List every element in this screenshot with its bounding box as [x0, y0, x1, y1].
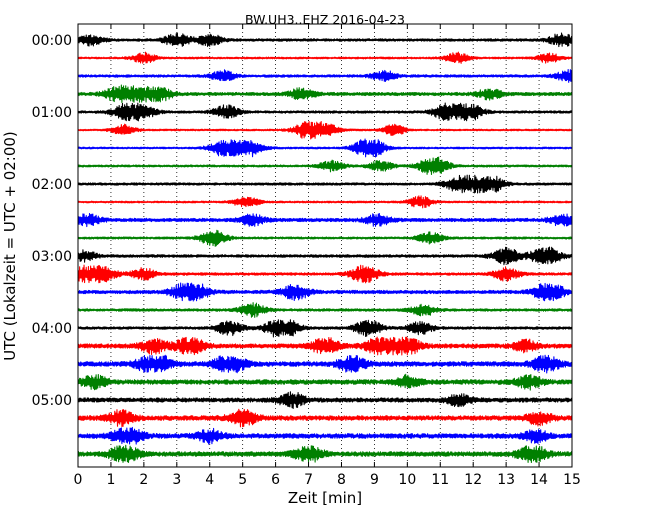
x-tick-label: 14: [530, 472, 548, 488]
trace-0000: [77, 32, 573, 48]
trace-0300: [77, 246, 573, 266]
x-axis-label: Zeit [min]: [288, 489, 362, 507]
x-tick-label: 0: [74, 472, 83, 488]
trace-0500: [77, 391, 573, 410]
trace-0045: [77, 84, 573, 104]
trace-0415: [77, 336, 573, 356]
x-tick-label: 5: [238, 472, 247, 488]
trace-0215: [77, 195, 573, 209]
x-tick-label: 10: [398, 472, 416, 488]
x-tick-label: 7: [304, 472, 313, 488]
trace-0545: [77, 444, 573, 464]
trace-0130: [77, 138, 573, 158]
y-tick-label: 02:00: [32, 177, 72, 193]
y-axis-label: UTC (Lokalzeit = UTC + 02:00): [1, 131, 19, 361]
trace-0400: [77, 319, 573, 338]
x-tick-label: 3: [172, 472, 181, 488]
trace-0430: [77, 354, 573, 374]
axis-ticks: [77, 24, 573, 467]
trace-0530: [77, 426, 573, 445]
x-tick-label: 4: [205, 472, 214, 488]
x-tick-label: 15: [563, 472, 581, 488]
trace-0515: [77, 408, 573, 428]
x-tick-label: 1: [106, 472, 115, 488]
y-tick-label: 01:00: [32, 105, 72, 121]
trace-0115: [77, 120, 573, 140]
chart-title: BW.UH3..EHZ 2016-04-23: [245, 12, 405, 27]
y-tick-label: 05:00: [32, 393, 72, 409]
trace-0330: [77, 282, 573, 302]
x-tick-label: 2: [139, 472, 148, 488]
y-tick-label: 04:00: [32, 321, 72, 337]
x-tick-label: 9: [370, 472, 379, 488]
trace-0245: [77, 229, 573, 247]
trace-0445: [77, 373, 573, 391]
trace-0015: [77, 51, 573, 64]
x-tick-label: 8: [337, 472, 346, 488]
trace-0315: [77, 264, 573, 284]
x-tick-label: 11: [431, 472, 449, 488]
x-tick-labels: 0 1 2 3 4 5 6 7 8 9 10 11 12 13 14 15: [74, 472, 581, 488]
y-tick-label: 00:00: [32, 33, 72, 49]
x-tick-label: 13: [497, 472, 515, 488]
trace-0200: [77, 174, 573, 194]
trace-0230: [77, 212, 573, 228]
trace-0145: [77, 156, 573, 175]
trace-0030: [77, 69, 573, 83]
plot-frame: [77, 23, 573, 468]
y-tick-labels: 00:00 01:00 02:00 03:00 04:00 05:00: [32, 33, 72, 409]
trace-0345: [77, 302, 573, 318]
seismic-traces: [77, 32, 573, 464]
trace-0100: [77, 102, 573, 122]
x-tick-label: 12: [464, 472, 482, 488]
x-tick-label: 6: [271, 472, 280, 488]
y-tick-label: 03:00: [32, 249, 72, 265]
